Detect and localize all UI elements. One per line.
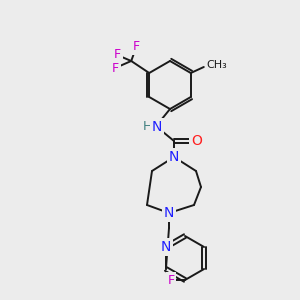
Text: F: F: [133, 40, 140, 53]
Text: N: N: [164, 206, 174, 220]
Text: F: F: [114, 49, 121, 62]
Text: N: N: [169, 150, 179, 164]
Text: F: F: [167, 274, 175, 286]
Text: F: F: [112, 61, 119, 74]
Text: N: N: [152, 120, 162, 134]
Text: N: N: [161, 240, 171, 254]
Text: O: O: [192, 134, 203, 148]
Text: H: H: [142, 121, 152, 134]
Text: CH₃: CH₃: [207, 60, 227, 70]
